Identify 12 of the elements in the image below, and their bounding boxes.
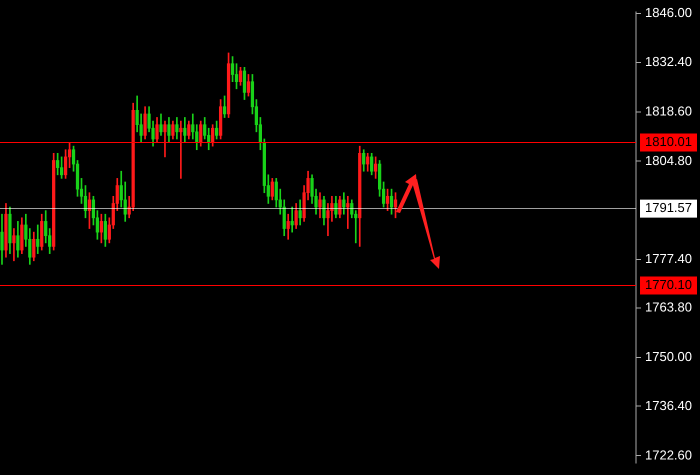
y-tick-label: 1763.80 [645,300,692,315]
y-tick-label: 1804.80 [645,152,692,168]
ref-line-label: 1770.10 [645,277,692,292]
ref-line-label: 1791.57 [645,200,692,216]
y-tick-label: 1818.60 [645,103,692,118]
y-tick-label: 1846.00 [645,5,692,20]
y-tick-label: 1777.40 [645,250,692,266]
y-tick-label: 1750.00 [645,349,692,364]
y-tick-label: 1722.60 [645,447,692,462]
ref-line-label: 1810.01 [645,134,692,150]
y-tick-label: 1832.40 [645,54,692,69]
y-tick-label: 1736.40 [645,398,692,413]
